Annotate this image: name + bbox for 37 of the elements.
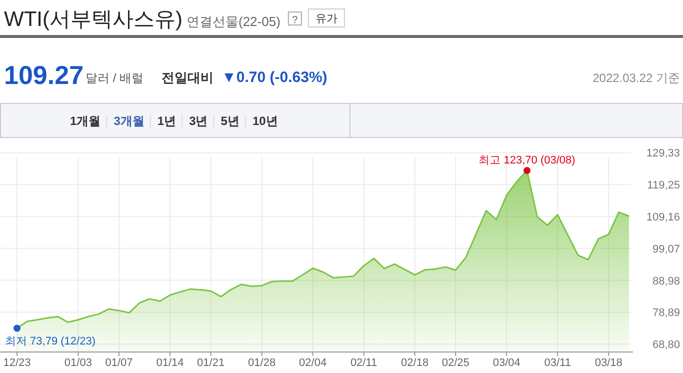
text: 1개월 [70, 114, 101, 128]
x-tick-label: 02/11 [350, 357, 378, 369]
text: ? [292, 15, 298, 26]
text: 3개월 [114, 114, 144, 128]
chart-subtitle: 연결선물(22-05) [186, 14, 280, 29]
y-tick-label: 88,98 [652, 275, 680, 288]
y-tick-label: 99,07 [652, 243, 680, 256]
x-tick-label: 01/03 [64, 357, 92, 369]
x-tick-label: 03/04 [492, 357, 520, 369]
x-tick-label: 02/25 [442, 357, 470, 369]
text: 유가 [315, 13, 338, 25]
annotation: 최저 73,79 (12/23) [5, 335, 96, 348]
y-tick-label: 78,89 [652, 307, 680, 320]
x-tick-label: 01/28 [248, 357, 276, 369]
text: ▼0.70 (-0.63%) [222, 69, 328, 86]
text: 5년 [220, 114, 240, 128]
x-tick-label: 02/18 [401, 357, 429, 369]
annotation: 최고 123,70 (03/08) [478, 154, 576, 166]
y-tick-label: 109,16 [646, 211, 680, 224]
x-tick-label: 01/14 [156, 357, 184, 369]
x-tick-label: 01/21 [197, 357, 225, 369]
x-tick-label: 12/23 [3, 357, 31, 369]
text: 109.27 [4, 60, 84, 90]
text: 1년 [157, 114, 176, 128]
x-tick-label: 03/11 [544, 357, 571, 369]
y-tick-label: 129,33 [646, 148, 680, 160]
text: 전일대비 [162, 70, 214, 85]
x-tick-label: 01/07 [105, 357, 133, 369]
chart-title: WTI(서부텍사스유) [4, 8, 182, 31]
text: 2022.03.22 기준 [592, 71, 680, 85]
y-tick-label: 68,80 [652, 339, 680, 352]
text: 10년 [252, 114, 278, 128]
y-tick-label: 119,25 [647, 180, 680, 192]
text: 3년 [189, 114, 208, 128]
x-tick-label: 03/18 [594, 357, 622, 369]
x-tick-label: 02/04 [299, 357, 327, 369]
text: 달러 / 배럴 [86, 71, 144, 85]
